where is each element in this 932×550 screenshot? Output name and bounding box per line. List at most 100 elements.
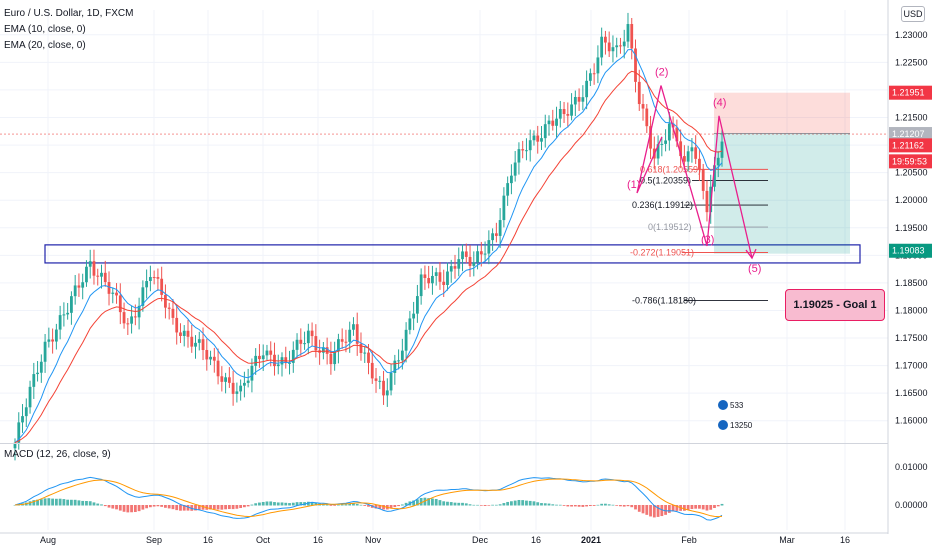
macd-histogram-bar [39, 499, 43, 506]
macd-histogram-bar [171, 505, 175, 510]
support-zone-box [44, 244, 861, 264]
stop-zone [714, 92, 850, 134]
candle-body [167, 307, 171, 309]
macd-histogram-bar [51, 498, 55, 506]
candle-body [385, 390, 389, 396]
goal-label: 1.19025 - Goal 1 [785, 289, 885, 321]
wave-label: (5) [748, 263, 761, 275]
macd-histogram-bar [167, 505, 171, 509]
candle-body [254, 355, 258, 366]
candle-body [164, 294, 167, 308]
macd-histogram-bar [220, 505, 224, 510]
macd-histogram-bar [400, 504, 404, 506]
target-zone [714, 133, 850, 254]
macd-histogram-bar [137, 505, 141, 512]
x-tick-label: 16 [313, 535, 323, 545]
macd-histogram-bar [367, 505, 370, 507]
macd-histogram-bar [502, 503, 506, 506]
candle-body [434, 272, 438, 276]
wave-label: (2) [655, 67, 668, 79]
candle-body [513, 162, 517, 176]
candle-body [265, 350, 269, 356]
pane-separator[interactable] [0, 443, 888, 444]
macd-histogram-bar [675, 505, 679, 511]
macd-histogram-bar [634, 505, 637, 510]
candle-body [220, 376, 224, 382]
macd-histogram-bar [47, 498, 51, 506]
macd-histogram-bar [355, 503, 359, 506]
candle-body [269, 350, 273, 355]
candle-body [152, 277, 156, 279]
candle-body [141, 287, 145, 306]
candle-body [585, 80, 589, 98]
candle-body [442, 281, 446, 285]
candle-body [566, 114, 570, 116]
macd-histogram-bar [573, 505, 577, 507]
event-badges: 533 13250 [718, 400, 753, 430]
candle-body [224, 377, 227, 382]
macd-histogram-bar [73, 499, 77, 506]
candle-body [344, 341, 348, 343]
candle-body [679, 141, 683, 157]
candle-body [239, 385, 243, 392]
candle-body [412, 313, 416, 319]
candle-body [604, 36, 607, 43]
candle-body [321, 347, 325, 353]
candle-body [194, 342, 197, 347]
candle-body [314, 336, 318, 351]
support-zone [0, 133, 888, 264]
price-label-box [889, 243, 932, 258]
macd-histogram-bar [525, 500, 528, 506]
macd-histogram-bar [427, 498, 431, 506]
macd-histogram-bar [329, 505, 333, 506]
macd-histogram-bar [13, 505, 17, 506]
macd-line [14, 476, 723, 521]
candle-body [404, 329, 408, 351]
candle-body [713, 165, 716, 187]
macd-legend[interactable]: MACD (12, 26, close, 9) [4, 449, 111, 460]
macd-histogram-bar [310, 501, 314, 506]
y-tick-label: 1.18500 [895, 278, 928, 288]
signal-line [14, 478, 723, 518]
macd-histogram-bar [558, 504, 562, 506]
ema10-legend[interactable]: EMA (10, close, 0) [4, 24, 86, 35]
currency-button[interactable]: USD [901, 6, 925, 22]
fib-label: 0.618(1.20559) [640, 164, 701, 174]
candle-body [400, 350, 404, 361]
x-tick-label: 16 [203, 535, 213, 545]
macd-histogram-bar [472, 504, 476, 506]
macd-histogram-bar [242, 505, 246, 508]
candle-body [299, 339, 303, 344]
candle-body [660, 143, 664, 145]
macd-histogram-bar [611, 504, 615, 506]
y-tick-label: 1.22500 [895, 57, 928, 67]
candle-body [325, 347, 329, 354]
macd-histogram-bar [397, 505, 400, 507]
badge-count: 13250 [730, 421, 753, 430]
macd-histogram-bar [261, 501, 265, 506]
macd-histogram-bar [66, 499, 70, 506]
candle-body [664, 140, 667, 144]
candle-body [694, 147, 698, 159]
macd-histogram-bar [160, 505, 164, 507]
macd-histogram-bar [453, 502, 457, 506]
candle-body [630, 24, 634, 49]
candle-body [573, 96, 577, 105]
candle-body [32, 374, 36, 387]
macd-histogram-bar [314, 502, 318, 506]
candle-body [231, 382, 235, 394]
macd-histogram-bar [190, 505, 194, 511]
candle-body [148, 277, 152, 282]
candle-body [295, 339, 299, 350]
macd-histogram-bar [667, 505, 671, 513]
candle-body [491, 233, 495, 241]
candle-body [562, 109, 566, 115]
ema20-legend[interactable]: EMA (20, close, 0) [4, 40, 86, 51]
y-tick-label: 1.17000 [895, 361, 928, 371]
candle-body [532, 135, 536, 141]
macd-histogram-bar [419, 497, 423, 506]
candle-body [506, 183, 510, 196]
macd-histogram-bar [690, 505, 694, 510]
macd-histogram-bar [438, 500, 442, 506]
